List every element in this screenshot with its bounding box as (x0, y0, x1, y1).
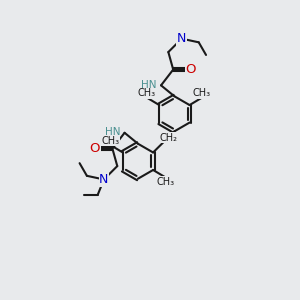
Text: CH₃: CH₃ (101, 136, 119, 146)
Text: O: O (186, 63, 196, 76)
Text: HN: HN (141, 80, 157, 90)
Text: CH₃: CH₃ (193, 88, 211, 98)
Text: CH₃: CH₃ (137, 88, 156, 98)
Text: O: O (89, 142, 100, 155)
Text: HN: HN (105, 127, 120, 137)
Text: N: N (177, 32, 186, 45)
Text: CH₂: CH₂ (159, 133, 177, 142)
Text: N: N (99, 173, 109, 186)
Text: CH₃: CH₃ (156, 177, 174, 187)
